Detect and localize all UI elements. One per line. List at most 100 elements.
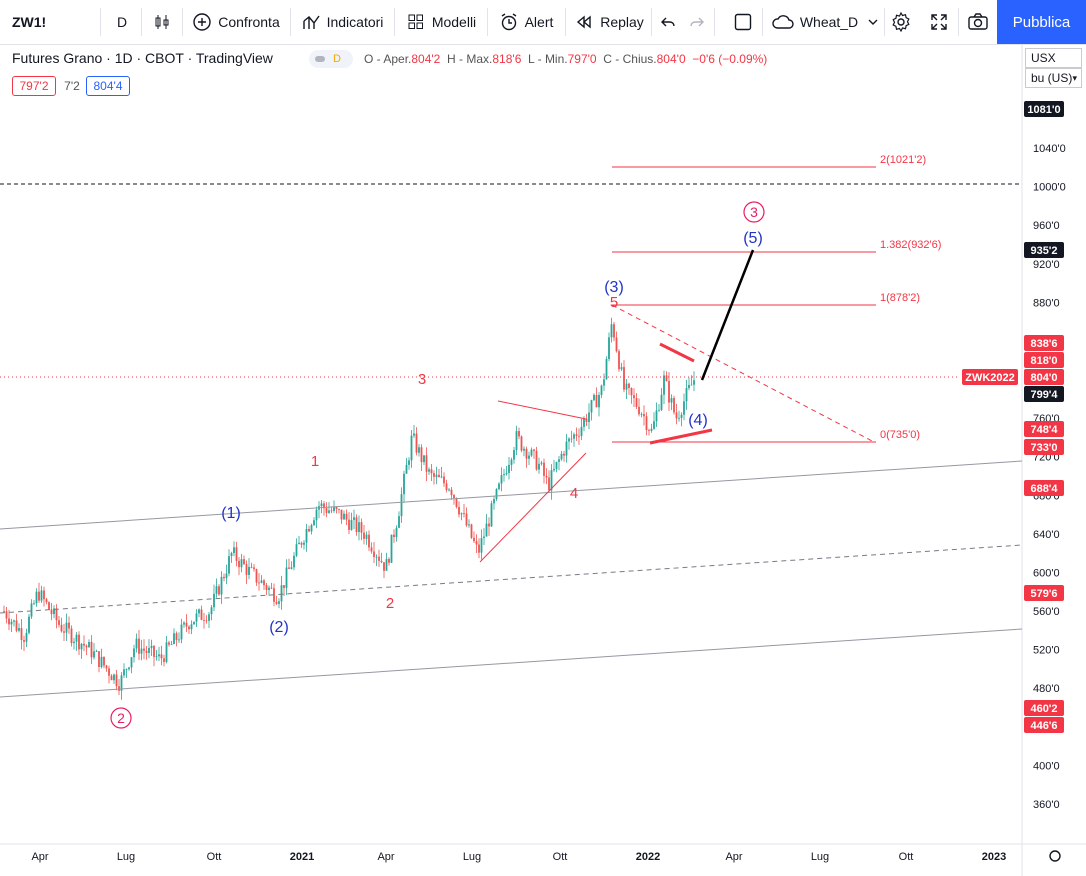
candle-body (373, 551, 375, 557)
candle-body (263, 580, 265, 586)
candle-body (615, 337, 618, 352)
candle-body (588, 412, 590, 423)
candle-body (130, 657, 133, 668)
toolbar-divider (714, 8, 715, 36)
bid-price-box[interactable]: 797'2 (12, 76, 56, 96)
candle (545, 468, 548, 485)
candle-body (580, 426, 583, 437)
interval-label: D (116, 14, 128, 30)
candle-body (355, 517, 358, 533)
price-tick-label: 1040'0 (1033, 143, 1066, 155)
series-legend-title[interactable]: Futures Grano · 1D · CBOT · TradingView (12, 50, 273, 66)
candle (313, 517, 315, 527)
candle-body (30, 603, 33, 617)
candle-body (230, 553, 233, 557)
candle (223, 573, 225, 582)
price-label-text: 838'6 (1030, 338, 1057, 350)
candle (58, 615, 60, 628)
wave-label-red: 2 (386, 595, 394, 612)
candle (685, 379, 688, 410)
candle (105, 664, 108, 672)
publish-button[interactable]: Pubblica (997, 0, 1086, 44)
candle-body (270, 587, 273, 589)
price-label-bg (1024, 717, 1064, 733)
candle (240, 554, 243, 573)
price-tick-label: 360'0 (1033, 799, 1060, 811)
price-chart[interactable]: 2(1021'2) 1.382(932'6) 1(878'2) 0(735'0) 1 2 3… (0, 44, 1086, 876)
candle-body (203, 619, 205, 621)
candle (633, 388, 635, 407)
candle (665, 371, 668, 382)
unit-select[interactable]: bu (US) ▾ (1025, 68, 1082, 88)
snapshot-button[interactable] (960, 0, 996, 44)
compare-button[interactable]: Confronta (184, 0, 288, 44)
undo-button[interactable] (653, 0, 683, 44)
candle (225, 564, 228, 585)
time-tick-label: Lug (117, 851, 135, 863)
time-tick-label: Apr (377, 851, 394, 863)
price-axis[interactable]: 1040'01000'0960'0920'0880'0840'0800'0760… (962, 101, 1066, 811)
open-label: O - Aper. (364, 52, 412, 66)
candle-body (410, 435, 413, 461)
candle (23, 635, 25, 651)
candle (515, 425, 518, 456)
candle-body (600, 385, 603, 395)
candle-body (275, 601, 278, 604)
candle-body (550, 470, 553, 491)
price-axis-label: 1081'0 (1024, 101, 1064, 117)
currency-select[interactable]: USX (1025, 48, 1082, 68)
candle-body (303, 542, 305, 545)
candle (648, 428, 650, 436)
candle (318, 501, 320, 519)
price-axis-label: 799'4 (1024, 386, 1064, 402)
candle-body (378, 556, 380, 561)
candle-body (193, 621, 195, 625)
redo-button[interactable] (682, 0, 712, 44)
time-axis[interactable]: Apr Lug Ott 2021 Apr Lug Ott 2022 Apr Lug Ott 2023 (31, 850, 1061, 863)
fib-level-label: 2(1021'2) (880, 154, 926, 166)
ask-price-box[interactable]: 804'4 (86, 76, 130, 96)
candle (93, 642, 95, 660)
candle-body (208, 614, 210, 621)
alert-button[interactable]: Alert (489, 0, 563, 44)
candle-body (495, 489, 498, 500)
candle (98, 651, 100, 673)
candle-body (343, 513, 345, 520)
wave-label-red: 3 (418, 371, 426, 388)
candle (220, 571, 223, 604)
candle (113, 673, 115, 685)
candle-body (113, 674, 115, 681)
candle (398, 511, 400, 529)
interval-button[interactable]: D (103, 0, 141, 44)
candle (100, 648, 103, 669)
candle-body (425, 455, 428, 472)
replay-button[interactable]: Replay (567, 0, 651, 44)
candle-body (455, 498, 458, 507)
candle-body (328, 510, 330, 513)
candle (18, 623, 20, 633)
candle-body (560, 453, 563, 460)
settings-button[interactable] (884, 0, 918, 44)
candle (185, 614, 188, 633)
candle (658, 403, 660, 412)
layout-save-dropdown[interactable]: Wheat_D (766, 0, 884, 44)
candle (430, 463, 433, 482)
drawing-layer[interactable]: 2(1021'2) 1.382(932'6) 1(878'2) 0(735'0) 1 2 3… (0, 154, 1023, 729)
market-status-pill[interactable]: D (309, 50, 353, 68)
candle-body (255, 569, 258, 583)
candle-body (108, 668, 110, 676)
fullscreen-button[interactable] (922, 0, 956, 44)
candle (353, 509, 355, 529)
candle-body (360, 522, 363, 533)
candle (623, 360, 625, 393)
layout-toggle-button[interactable] (726, 0, 760, 44)
candle (68, 616, 70, 634)
candle-body (500, 475, 503, 484)
candle (8, 610, 10, 631)
price-label-bg (1024, 439, 1064, 455)
time-tick-label: 2022 (636, 851, 660, 863)
chart-type-button[interactable] (144, 0, 180, 44)
indicators-button[interactable]: Indicatori (292, 0, 392, 44)
templates-button[interactable]: Modelli (396, 0, 486, 44)
symbol-search-button[interactable]: ZW1! (0, 0, 100, 44)
